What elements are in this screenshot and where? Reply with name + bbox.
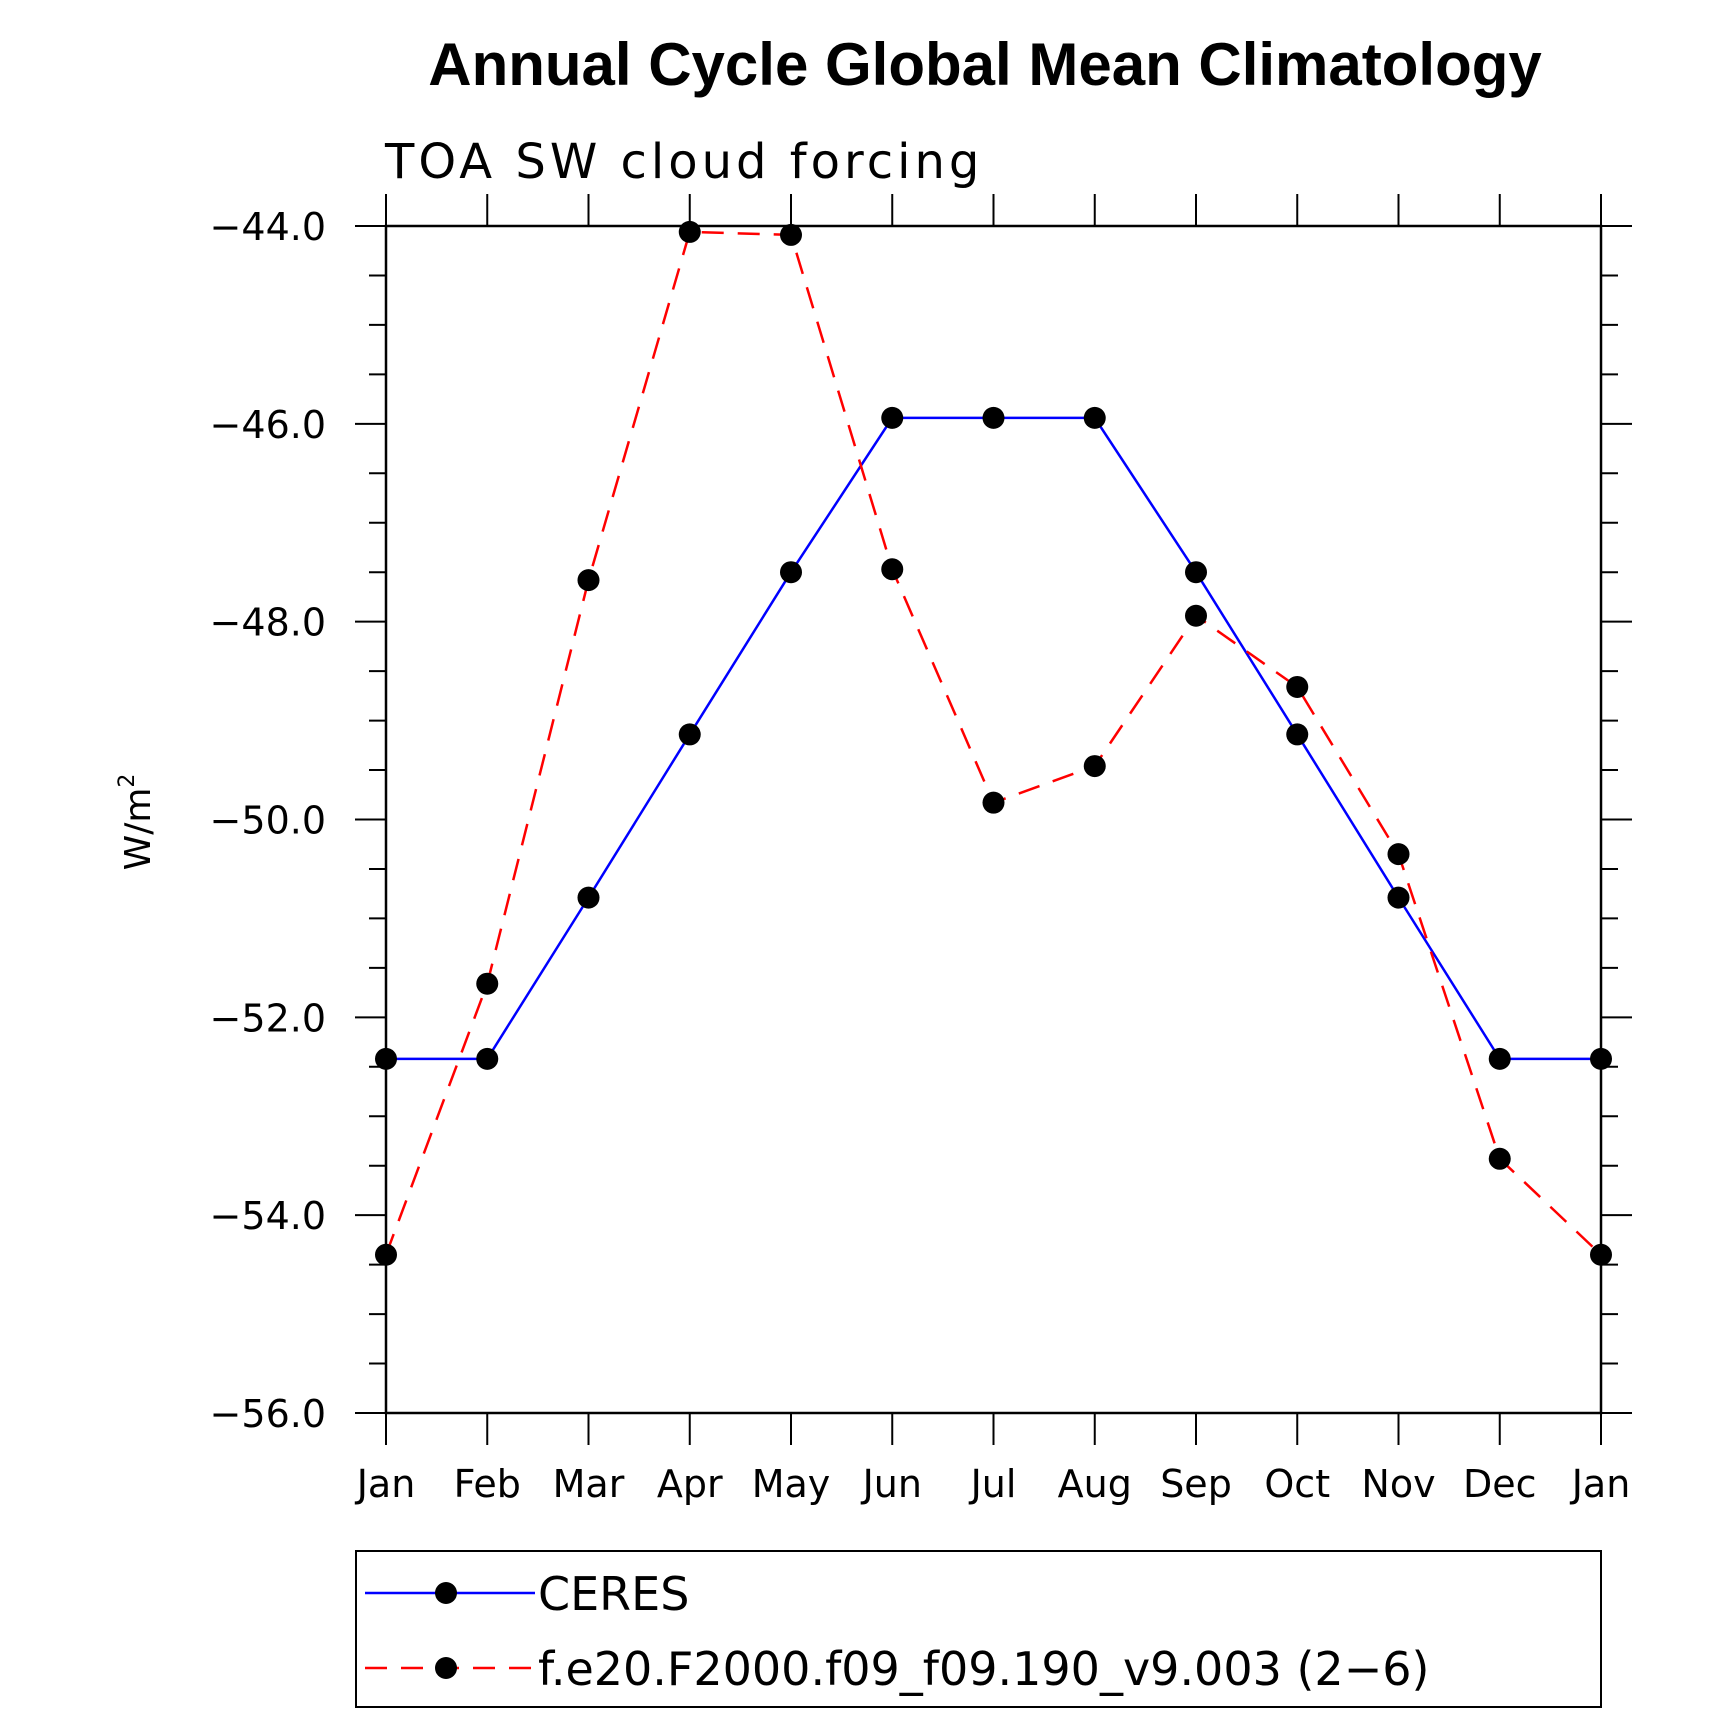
y-tick-label: −54.0 (210, 1194, 326, 1238)
x-tick-label: Jun (861, 1462, 922, 1506)
data-point-series-2 (982, 791, 1005, 814)
data-point-series-1 (1488, 1047, 1511, 1070)
series-line-1 (386, 416, 1601, 1061)
legend: CERES f.e20.F2000.f09_f09.190_v9.003 (2−6… (355, 1550, 1602, 1708)
y-axis-label: W/m2 (115, 774, 159, 871)
data-point-series-2 (577, 569, 600, 592)
x-tick-label: Mar (553, 1462, 625, 1506)
data-point-series-1 (577, 886, 600, 909)
data-point-series-2 (476, 972, 499, 995)
data-point-series-2 (1590, 1243, 1612, 1266)
data-point-series-1 (678, 723, 701, 746)
data-point-series-2 (1185, 604, 1207, 627)
y-tick-label: −48.0 (210, 601, 326, 645)
legend-marker-1 (435, 1582, 457, 1604)
data-point-series-2 (1488, 1147, 1511, 1170)
data-point-series-1 (1286, 723, 1309, 746)
x-tick-label: Jan (1570, 1462, 1631, 1506)
plot-frame (384, 224, 1603, 1415)
x-tick-label: Jul (969, 1462, 1017, 1506)
plot-area: −56.0 −54.0 −52.0 −50.0 −48.0 −46.0 −44.0 Jan Fe… (210, 194, 1632, 1506)
data-point-series-2 (881, 558, 904, 581)
data-point-series-1 (982, 406, 1005, 429)
x-tick-label: Nov (1361, 1462, 1435, 1506)
data-point-series-1 (1185, 561, 1207, 584)
data-point-series-1 (881, 406, 904, 429)
y-tick-label: −46.0 (210, 403, 326, 447)
data-point-series-1 (476, 1047, 499, 1070)
data-point-series-2 (1083, 755, 1106, 778)
data-point-series-2 (678, 220, 701, 243)
x-tick-label: Feb (454, 1462, 521, 1506)
y-tick-label: −56.0 (210, 1392, 326, 1436)
data-point-series-1 (1387, 886, 1410, 909)
y-tick-label: −44.0 (210, 205, 326, 249)
y-tick-label: −52.0 (210, 996, 326, 1040)
x-tick-label: Apr (657, 1462, 723, 1506)
chart-title: Annual Cycle Global Mean Climatology (428, 31, 1542, 98)
legend-box (355, 1550, 1602, 1708)
x-tick-label: Sep (1160, 1462, 1232, 1506)
data-point-series-1 (375, 1047, 397, 1070)
legend-label-2: f.e20.F2000.f09_f09.190_v9.003 (2−6) (538, 1642, 1429, 1696)
x-tick-label: Aug (1058, 1462, 1132, 1506)
x-tick-label: Dec (1463, 1462, 1537, 1506)
y-axis-label-base: W/m (118, 788, 159, 871)
y-tick-label: −50.0 (210, 799, 326, 843)
x-tick-label: Jan (355, 1462, 416, 1506)
chart-subtitle: TOA SW cloud forcing (384, 134, 983, 190)
data-point-series-1 (1590, 1047, 1612, 1070)
x-tick-label: May (752, 1462, 831, 1506)
data-point-series-2 (375, 1243, 397, 1266)
data-point-series-2 (780, 223, 802, 246)
y-axis-label-superscript: 2 (115, 774, 140, 788)
x-tick-label: Oct (1264, 1462, 1330, 1506)
data-point-series-1 (1083, 406, 1106, 429)
series-line-2 (384, 230, 1602, 1256)
data-point-series-2 (1286, 675, 1309, 698)
data-point-series-1 (780, 561, 802, 584)
legend-marker-2 (435, 1657, 457, 1679)
data-point-series-2 (1387, 843, 1410, 866)
legend-label-1: CERES (538, 1567, 689, 1621)
